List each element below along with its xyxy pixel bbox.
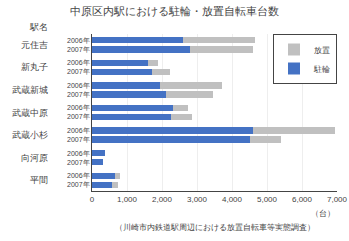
svg-text:2007年: 2007年 <box>67 91 90 98</box>
svg-text:2007年: 2007年 <box>67 46 90 53</box>
svg-text:駅名: 駅名 <box>29 22 48 32</box>
svg-text:2006年: 2006年 <box>67 82 90 89</box>
svg-text:2006年: 2006年 <box>67 150 90 157</box>
svg-text:5,000: 5,000 <box>257 195 278 204</box>
svg-text:2007年: 2007年 <box>67 181 90 188</box>
svg-text:2006年: 2006年 <box>67 104 90 111</box>
svg-text:2007年: 2007年 <box>67 136 90 143</box>
svg-text:（台）: （台） <box>311 209 335 218</box>
svg-text:武蔵中原: 武蔵中原 <box>12 108 48 118</box>
svg-text:2007年: 2007年 <box>67 68 90 75</box>
svg-text:4,000: 4,000 <box>222 195 243 204</box>
svg-text:2006年: 2006年 <box>67 37 90 44</box>
svg-text:平間: 平間 <box>30 175 48 185</box>
svg-text:3,000: 3,000 <box>187 195 208 204</box>
svg-text:2006年: 2006年 <box>67 59 90 66</box>
svg-text:2007年: 2007年 <box>67 113 90 120</box>
svg-text:7,000: 7,000 <box>327 195 348 204</box>
svg-text:元住吉: 元住吉 <box>21 40 48 50</box>
svg-text:放置: 放置 <box>314 46 330 55</box>
svg-text:2007年: 2007年 <box>67 159 90 166</box>
svg-text:6,000: 6,000 <box>292 195 313 204</box>
svg-text:新丸子: 新丸子 <box>21 62 48 72</box>
svg-text:武蔵小杉: 武蔵小杉 <box>12 130 48 140</box>
svg-text:2006年: 2006年 <box>67 172 90 179</box>
svg-text:2,000: 2,000 <box>152 195 173 204</box>
svg-text:中原区内駅における駐輪・放置自転車台数: 中原区内駅における駐輪・放置自転車台数 <box>70 5 279 18</box>
svg-text:向河原: 向河原 <box>21 153 48 163</box>
svg-text:2006年: 2006年 <box>67 127 90 134</box>
svg-text:1,000: 1,000 <box>117 195 138 204</box>
svg-text:（川崎市内鉄道駅周辺における放置自転車等実態調査）: （川崎市内鉄道駅周辺における放置自転車等実態調査） <box>115 223 315 232</box>
svg-text:武蔵新城: 武蔵新城 <box>12 85 48 95</box>
svg-text:0: 0 <box>90 195 95 204</box>
svg-text:駐輪: 駐輪 <box>313 65 330 74</box>
